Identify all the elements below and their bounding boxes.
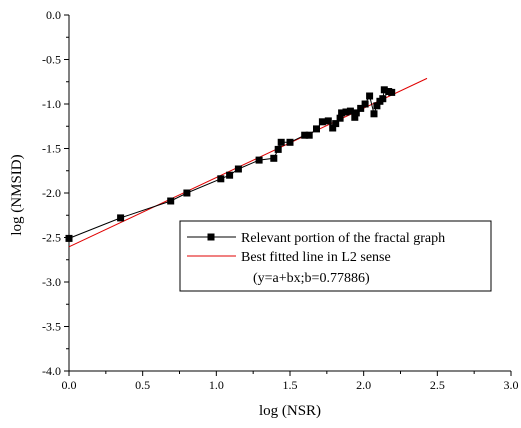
data-point-marker xyxy=(318,118,326,126)
data-point-marker xyxy=(301,131,309,139)
data-point-marker xyxy=(286,138,294,146)
x-tick-label: 2.5 xyxy=(430,378,445,392)
data-point-marker xyxy=(379,95,387,103)
x-axis-title: log (NSR) xyxy=(259,403,321,419)
x-tick-label: 0.0 xyxy=(62,378,77,392)
data-point-marker xyxy=(351,113,359,121)
data-point-marker xyxy=(357,104,365,112)
data-point-marker xyxy=(167,197,175,205)
axes-group xyxy=(64,14,512,376)
legend-series-label: Relevant portion of the fractal graph xyxy=(241,231,445,246)
y-tick-label: -2.5 xyxy=(42,231,61,245)
x-tick-label: 1.5 xyxy=(283,378,298,392)
data-point-marker xyxy=(342,108,350,116)
y-tick-label: -4.0 xyxy=(42,364,61,378)
x-tick-label: 1.0 xyxy=(209,378,224,392)
data-point-marker xyxy=(277,138,285,146)
data-point-marker xyxy=(336,114,344,122)
legend-fit-note: (y=a+bx;b=0.77886) xyxy=(253,271,370,286)
data-point-marker xyxy=(226,171,234,179)
y-tick-label: -3.5 xyxy=(42,320,61,334)
data-point-marker xyxy=(366,92,374,100)
x-tick-label: 0.5 xyxy=(135,378,150,392)
y-tick-label: -1.0 xyxy=(42,97,61,111)
data-point-marker xyxy=(274,145,282,153)
data-point-marker xyxy=(352,109,360,117)
legend-fit-label: Best fitted line in L2 sense xyxy=(241,250,391,265)
data-point-marker xyxy=(361,100,369,108)
data-point-marker xyxy=(346,107,354,115)
y-tick-label: -3.0 xyxy=(42,275,61,289)
data-point-marker xyxy=(313,125,320,133)
data-point-marker xyxy=(373,102,381,110)
data-point-marker xyxy=(117,214,125,222)
data-point-marker xyxy=(370,110,378,118)
y-tick-label: 0.0 xyxy=(46,8,61,22)
x-tick-label: 2.0 xyxy=(356,378,371,392)
data-point-marker xyxy=(65,234,73,242)
y-tick-label: -2.0 xyxy=(42,186,61,200)
y-axis-title: log (NMSID) xyxy=(9,154,25,235)
data-point-marker xyxy=(270,154,278,162)
data-point-marker xyxy=(255,156,263,164)
data-point-marker xyxy=(305,131,313,139)
data-point-marker xyxy=(338,109,346,117)
data-point-marker xyxy=(324,117,332,125)
data-point-marker xyxy=(332,120,340,128)
data-point-marker xyxy=(183,189,191,197)
x-tick-label: 3.0 xyxy=(504,378,519,392)
y-tick-label: -1.5 xyxy=(42,142,61,156)
y-tick-label: -0.5 xyxy=(42,53,61,67)
data-series-group xyxy=(65,86,396,242)
legend-series-marker xyxy=(207,233,215,241)
tick-labels-group: 0.0 0.5 1.0 1.5 2.0 2.5 3.0 0.0 -0.5 -1.0 -1.5 -2.0… xyxy=(42,8,519,392)
data-point-marker xyxy=(234,165,242,173)
legend: Relevant portion of the fractal graph Be… xyxy=(179,220,492,292)
data-point-marker xyxy=(217,175,225,183)
data-point-marker xyxy=(388,88,396,96)
data-point-marker xyxy=(380,86,388,94)
data-point-marker xyxy=(329,124,337,132)
